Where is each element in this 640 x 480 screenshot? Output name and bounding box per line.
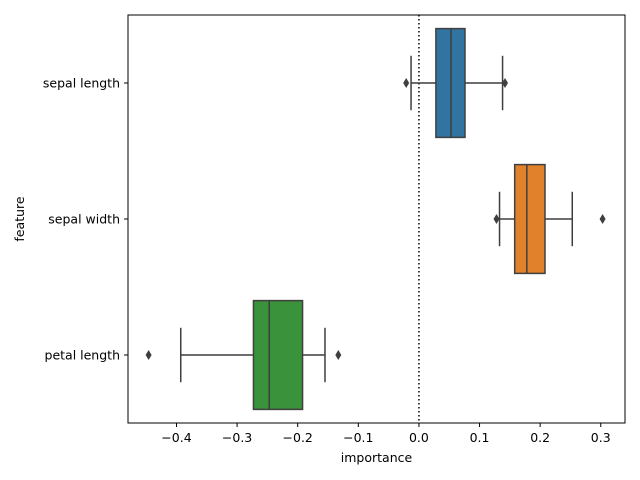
x-tick-label: −0.3	[222, 430, 252, 445]
outlier-point	[403, 78, 410, 88]
x-tick-label: −0.2	[283, 430, 313, 445]
x-tick-label: 0.1	[470, 430, 490, 445]
y-tick-label: sepal width	[48, 212, 120, 227]
box-sepal-length	[403, 27, 508, 139]
y-tick-label: petal length	[45, 348, 120, 363]
box-sepal-width	[493, 163, 606, 275]
x-tick-label: 0.2	[530, 430, 550, 445]
x-tick-label: −0.1	[343, 430, 373, 445]
x-tick-label: 0.3	[591, 430, 611, 445]
iqr-box	[513, 163, 546, 275]
y-axis: sepal length sepal width petal length	[43, 76, 128, 363]
x-tick-label: 0.0	[409, 430, 429, 445]
x-tick-label: −0.4	[161, 430, 191, 445]
iqr-box	[252, 299, 304, 411]
box-petal-length	[145, 299, 342, 411]
outlier-point	[493, 214, 500, 224]
outlier-point	[501, 78, 508, 88]
plot-area	[145, 15, 606, 423]
outlier-point	[599, 214, 606, 224]
x-axis: −0.4 −0.3 −0.2 −0.1 0.0 0.1 0.2 0.3	[161, 423, 611, 445]
y-axis-label: feature	[12, 196, 27, 241]
x-axis-label: importance	[341, 450, 413, 465]
outlier-point	[145, 350, 152, 360]
y-tick-label: sepal length	[43, 76, 120, 91]
outlier-point	[335, 350, 342, 360]
